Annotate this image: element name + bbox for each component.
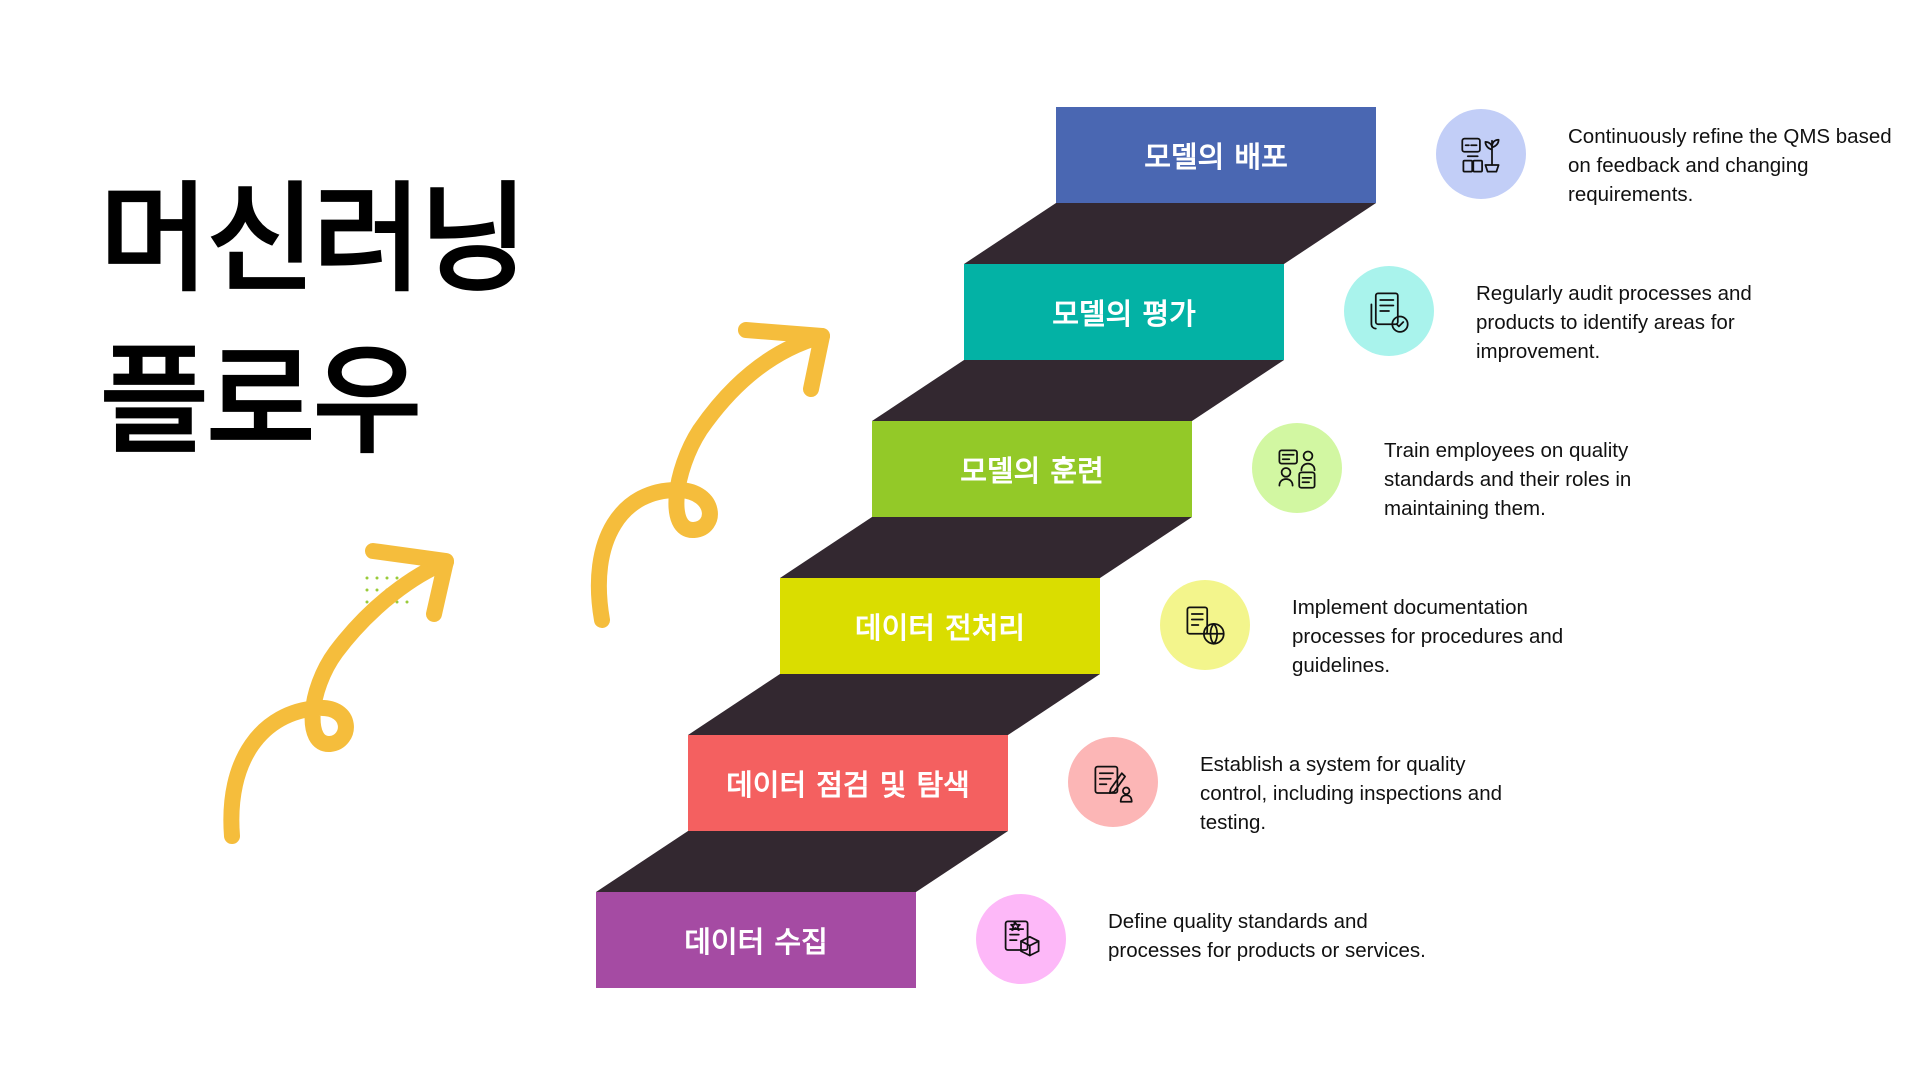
stair-riser-4 — [872, 360, 1284, 421]
inspection-person-icon — [1094, 765, 1133, 803]
step-2-icon-badge — [1068, 737, 1158, 827]
step-4-icon-badge — [1252, 423, 1342, 513]
step-label: 데이터 수집 — [684, 925, 828, 959]
box-document-icon — [1004, 920, 1040, 957]
step-1-description: Define quality standards and processes f… — [1108, 910, 1426, 962]
step-2: 데이터 점검 및 탐색 — [688, 735, 1008, 831]
step-5-icon-badge — [1344, 266, 1434, 356]
stair-riser-3 — [780, 517, 1192, 578]
step-4-description: Train employees on quality standards and… — [1384, 439, 1632, 520]
step-label: 데이터 전처리 — [854, 611, 1026, 645]
step-label: 모델의 평가 — [1052, 297, 1196, 331]
training-people-icon — [1278, 449, 1316, 489]
page-title: 머신러닝 플로우 — [100, 158, 528, 482]
step-3-icon-badge — [1160, 580, 1250, 670]
audit-checklist-icon — [1370, 292, 1409, 333]
stair-riser-1 — [596, 831, 1008, 892]
step-3-description: Implement documentation processes for pr… — [1292, 596, 1564, 677]
stair-riser-2 — [688, 674, 1100, 735]
deploy-growth-icon — [1461, 137, 1500, 173]
document-globe-icon — [1186, 606, 1225, 645]
step-4: 모델의 훈련 — [872, 421, 1192, 517]
step-5-description: Regularly audit processes and products t… — [1476, 282, 1752, 363]
step-5: 모델의 평가 — [964, 264, 1284, 360]
title-line-1: 머신러닝 — [100, 170, 528, 308]
step-6-icon-badge — [1436, 109, 1526, 199]
step-6-description: Continuously refine the QMS based on fee… — [1568, 125, 1892, 206]
title-line-2: 플로우 — [100, 332, 422, 470]
step-1: 데이터 수집 — [596, 892, 916, 988]
step-label: 모델의 훈련 — [960, 454, 1104, 488]
step-2-description: Establish a system for quality control, … — [1200, 753, 1502, 834]
step-label: 데이터 점검 및 탐색 — [726, 768, 970, 802]
step-1-icon-badge — [976, 894, 1066, 984]
step-label: 모델의 배포 — [1144, 140, 1288, 174]
stair-riser-5 — [964, 203, 1376, 264]
step-3: 데이터 전처리 — [780, 578, 1100, 674]
step-6: 모델의 배포 — [1056, 107, 1376, 203]
